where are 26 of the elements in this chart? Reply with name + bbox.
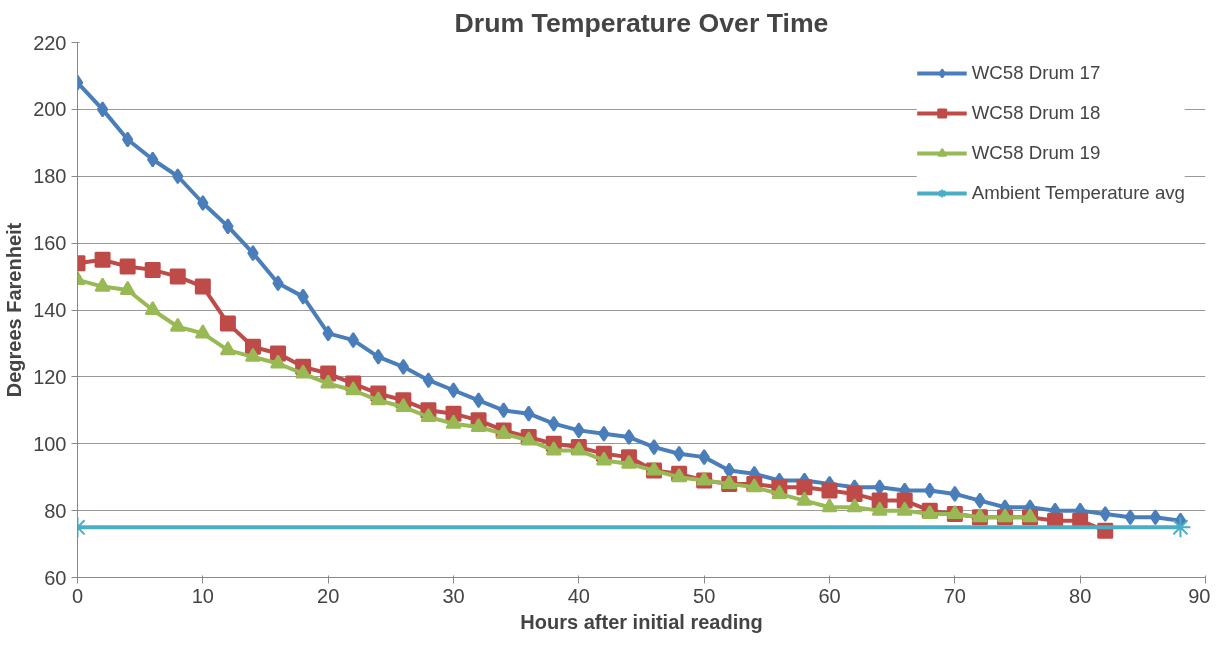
- legend-label: WC58 Drum 17: [971, 62, 1101, 84]
- chart-title: Drum Temperature Over Time: [454, 7, 829, 38]
- x-tick-label: 80: [1069, 584, 1092, 607]
- x-tick-label: 60: [818, 584, 841, 607]
- x-tick-label: 10: [191, 584, 214, 607]
- x-tick-label: 40: [567, 584, 590, 607]
- y-tick-label: 220: [33, 31, 67, 54]
- y-tick-label: 120: [33, 365, 67, 388]
- x-tick-label: 90: [1188, 584, 1211, 607]
- legend-label: WC58 Drum 18: [971, 102, 1101, 124]
- y-tick-label: 140: [33, 299, 67, 321]
- y-tick-label: 180: [33, 165, 67, 188]
- x-tick-label: 20: [317, 584, 340, 607]
- legend-label: WC58 Drum 19: [971, 142, 1101, 164]
- y-axis-title: Degrees Farenheit: [3, 222, 26, 398]
- x-axis-title: Hours after initial reading: [520, 610, 763, 633]
- y-tick-label: 100: [33, 432, 67, 455]
- x-tick-label: 0: [71, 584, 84, 607]
- y-tick-label: 160: [33, 232, 67, 255]
- legend-label: Ambient Temperature avg: [971, 182, 1185, 204]
- y-tick-label: 200: [33, 98, 67, 121]
- x-tick-label: 70: [943, 584, 966, 607]
- x-tick-label: 50: [693, 584, 716, 607]
- y-tick-label: 60: [44, 566, 67, 589]
- y-tick-label: 80: [44, 499, 67, 522]
- x-tick-label: 30: [442, 584, 465, 607]
